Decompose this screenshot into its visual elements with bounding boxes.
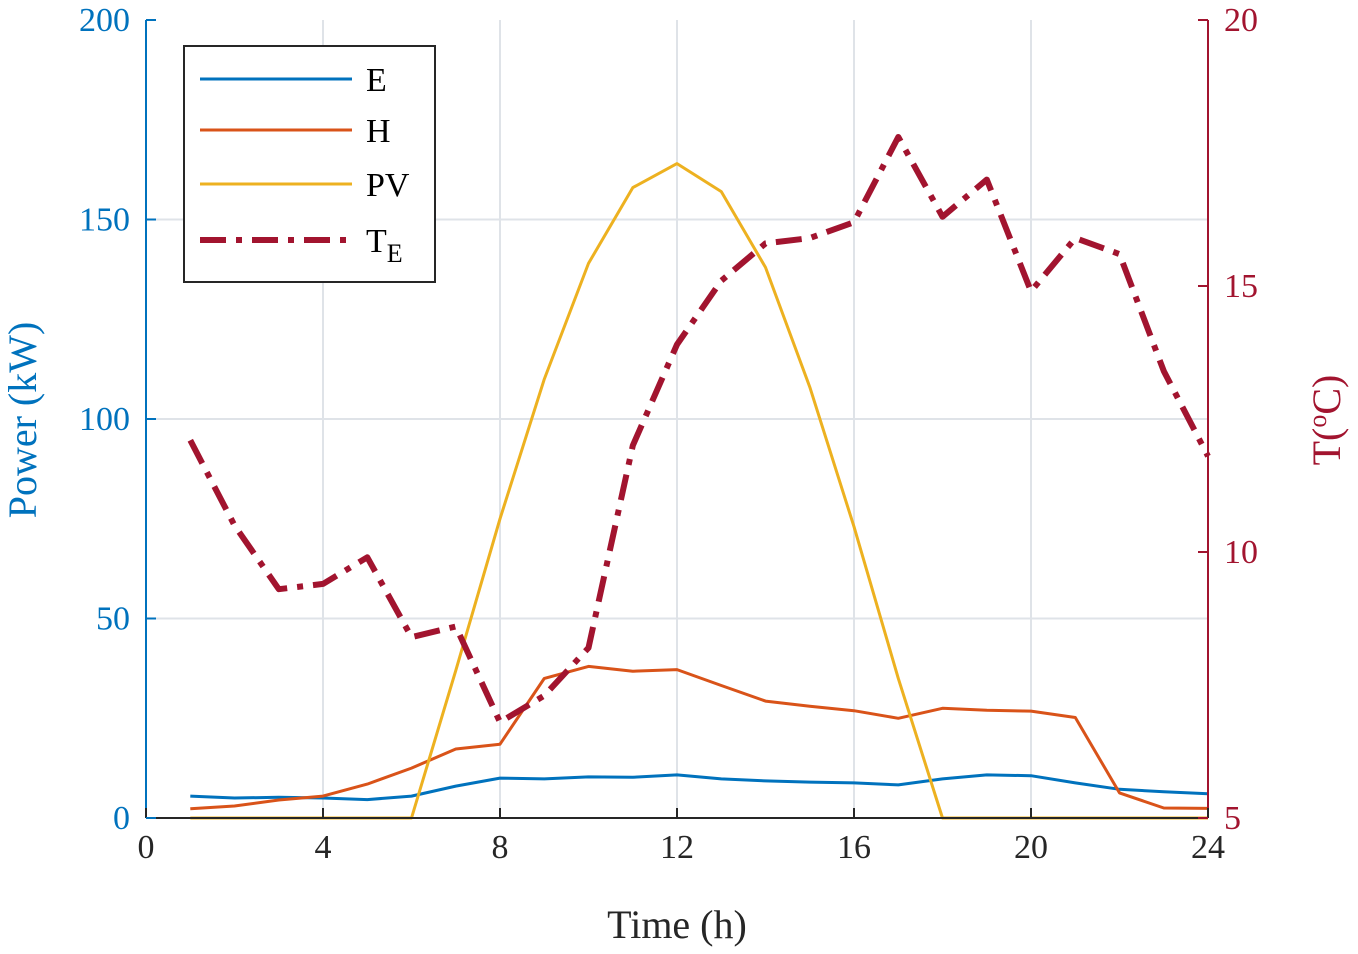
y-tick-label: 100 — [79, 401, 130, 438]
series-line-h — [190, 664, 1209, 811]
x-tick-label: 4 — [315, 829, 332, 866]
x-tick-label: 24 — [1191, 829, 1225, 866]
y-tick-label: 200 — [79, 2, 130, 39]
x-tick-label: 16 — [837, 829, 871, 866]
y2-axis-label: T(oC) — [1303, 375, 1349, 466]
y-tick-label: 50 — [96, 601, 130, 638]
series-line-te — [187, 134, 1211, 726]
x-tick-label: 8 — [492, 829, 509, 866]
legend-label-te-sub: E — [387, 239, 403, 268]
y-tick-label: 150 — [79, 202, 130, 239]
y2-tick-label: 5 — [1224, 800, 1241, 837]
legend-label-te-main: T — [366, 223, 387, 260]
y2-tick-label: 20 — [1224, 2, 1258, 39]
legend-label-e: E — [366, 62, 387, 99]
y-tick-label: 0 — [113, 800, 130, 837]
x-tick-label: 20 — [1014, 829, 1048, 866]
legend-label-te: TE — [366, 223, 403, 268]
x-tick-label: 0 — [138, 829, 155, 866]
y2-tick-label: 15 — [1224, 268, 1258, 305]
legend: E H PV TE — [183, 45, 436, 283]
y2-axis-label-main: T( — [1304, 428, 1349, 466]
legend-label-pv: PV — [366, 167, 410, 204]
y2-tick-label: 10 — [1224, 534, 1258, 571]
legend-label-h: H — [366, 113, 391, 150]
ticks: 0 4 8 12 16 20 24 0 50 100 150 200 5 10 15 20 — [79, 2, 1258, 866]
y-axis-label: Power (kW) — [0, 322, 45, 519]
y2-axis-label-end: C) — [1304, 375, 1349, 415]
x-tick-label: 12 — [660, 829, 694, 866]
series-line-e — [190, 773, 1209, 802]
x-axis-label: Time (h) — [607, 902, 747, 947]
y2-axis-label-sup: o — [1303, 415, 1332, 428]
